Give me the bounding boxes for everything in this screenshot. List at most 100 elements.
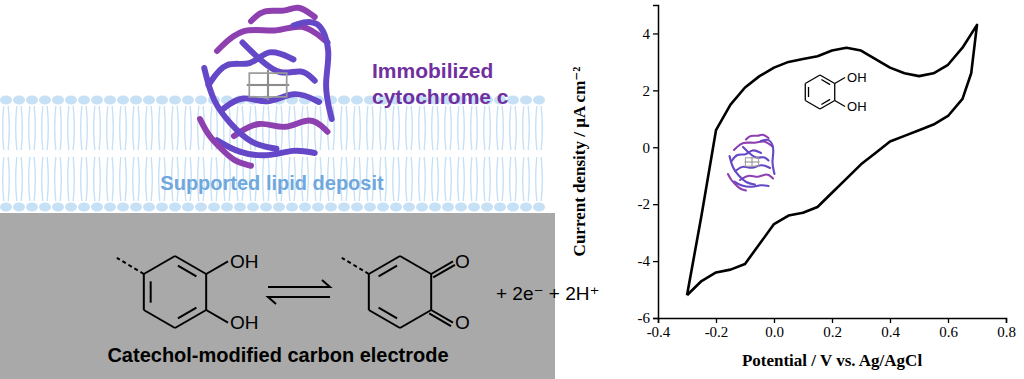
heme [745, 158, 758, 166]
lipid-tail [229, 106, 230, 150]
bond [178, 266, 196, 277]
bond [143, 274, 145, 310]
protein-label: Immobilizedcytochrome c [372, 59, 509, 108]
lipid-tail [437, 157, 438, 201]
lipid-tail [112, 157, 113, 201]
tick-label: -0.2 [705, 324, 729, 340]
tick-mark [653, 90, 658, 91]
lipid-head [325, 203, 337, 212]
group-label: O [455, 251, 470, 272]
bond [144, 310, 175, 328]
lipid-tail [107, 106, 108, 150]
lipid-head [468, 203, 480, 212]
lipid-tail [16, 157, 17, 201]
protein-ribbon [234, 120, 328, 136]
lipid-tail [359, 106, 360, 150]
tick-label: 0.0 [765, 324, 784, 340]
bond [178, 308, 196, 319]
bond [834, 84, 835, 101]
lipid-head [364, 203, 376, 212]
protein-ribbon [734, 141, 773, 150]
electrode-label: Catechol-modified carbon electrode [107, 344, 448, 366]
lipid-tail [333, 106, 334, 150]
tick-mark [774, 318, 775, 323]
bond [379, 308, 397, 319]
lipid-head [442, 203, 454, 212]
protein-ribbon [209, 52, 294, 85]
lipid-tail [463, 157, 464, 201]
tick-mark [653, 147, 658, 148]
lipid-head [156, 203, 168, 212]
bond [205, 274, 207, 310]
lipid-tail [34, 106, 35, 150]
lipid-tail [172, 106, 173, 150]
lipid-tail [86, 157, 87, 201]
tick-mark [653, 204, 658, 205]
tick-label: 0.8 [997, 324, 1016, 340]
lipid-head [260, 203, 272, 212]
lipid-head [26, 203, 38, 212]
equilibrium-arrow [268, 280, 330, 304]
protein [200, 8, 332, 166]
tick-label: -2 [638, 196, 651, 212]
lipid-head [52, 203, 64, 212]
lipid-tail [68, 157, 69, 201]
bond [430, 274, 432, 310]
y-axis: -6-4-2024 [638, 6, 659, 327]
lipid-head [182, 96, 194, 105]
lipid-tail [29, 157, 30, 201]
lipid-tail [190, 106, 191, 150]
group-label: OH [847, 70, 867, 85]
protein-ribbon [731, 150, 761, 162]
lipid-tail [424, 157, 425, 201]
tick: 0.0 [765, 318, 784, 340]
inset: OHOH [728, 70, 867, 190]
lipid-head [338, 203, 350, 212]
lipid-tail [432, 106, 433, 150]
lipid-tail [515, 157, 516, 201]
lipid-head [286, 203, 298, 212]
bond [369, 256, 400, 274]
lipid-tail [177, 106, 178, 150]
lipid-head [507, 203, 519, 212]
lipid-tail [497, 157, 498, 201]
lipid-head [169, 203, 181, 212]
lipid-head [78, 96, 90, 105]
lipid-label: Supported lipid deposit [160, 172, 384, 194]
lipid-tail [16, 106, 17, 150]
lipid-head [221, 203, 233, 212]
tick-mark [716, 318, 717, 323]
tick: -6 [638, 310, 659, 326]
lipid-tail [60, 106, 61, 150]
lipid-tail [458, 157, 459, 201]
lipid-tail [125, 157, 126, 201]
lipid-tail [476, 106, 477, 150]
bond [835, 78, 845, 84]
products-text: + 2e⁻ + 2H⁺ [496, 283, 600, 304]
lipid-head [273, 203, 285, 212]
lipid-tail [55, 106, 56, 150]
tick-mark [948, 318, 949, 323]
lipid-head [65, 203, 77, 212]
bond [820, 75, 835, 84]
lipid-tail [393, 157, 394, 201]
lipid-tail [476, 157, 477, 201]
lipid-tail [164, 106, 165, 150]
tick-mark [1006, 318, 1007, 323]
lipid-tail [536, 157, 537, 201]
lipid-tail [424, 106, 425, 150]
protein-ribbon [730, 156, 756, 185]
tick: 0.2 [823, 318, 842, 340]
tick-mark [832, 318, 833, 323]
group-label: OH [230, 251, 258, 272]
lipid-head [507, 96, 519, 105]
lipid-head [455, 203, 467, 212]
lipid-tail [198, 106, 199, 150]
lipid-head [39, 203, 51, 212]
lipid-tail [125, 106, 126, 150]
lipid-tail [120, 106, 121, 150]
lipid-head [143, 203, 155, 212]
lipid-head [117, 96, 129, 105]
heme [267, 70, 269, 85]
lipid-tail [523, 106, 524, 150]
